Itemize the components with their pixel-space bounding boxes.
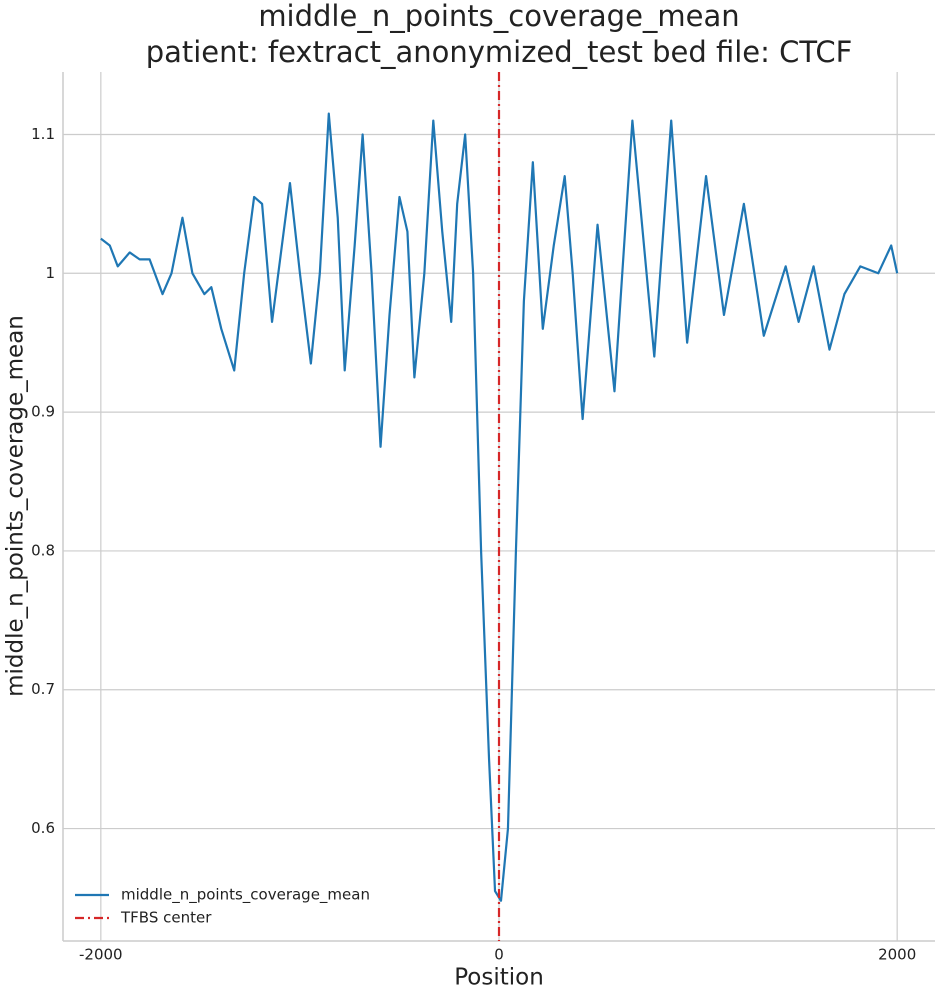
- x-tick-label: -2000: [79, 946, 123, 964]
- y-tick-label: 1: [45, 264, 55, 282]
- y-tick-label: 0.9: [31, 403, 55, 421]
- y-tick-label: 0.7: [31, 680, 55, 698]
- y-tick-label: 0.6: [31, 819, 55, 837]
- x-tick-label: 2000: [878, 946, 916, 964]
- chart-subtitle: patient: fextract_anonymized_test bed fi…: [146, 35, 853, 69]
- y-axis-label: middle_n_points_coverage_mean: [3, 315, 29, 697]
- x-tick-label: 0: [494, 946, 504, 964]
- legend-label: middle_n_points_coverage_mean: [121, 886, 370, 905]
- legend-label: TFBS center: [120, 909, 212, 927]
- x-axis-label: Position: [454, 965, 544, 991]
- y-tick-label: 1.1: [31, 125, 55, 143]
- y-tick-label: 0.8: [31, 541, 55, 559]
- chart-title: middle_n_points_coverage_mean: [258, 0, 739, 33]
- data-line: [100, 112, 899, 902]
